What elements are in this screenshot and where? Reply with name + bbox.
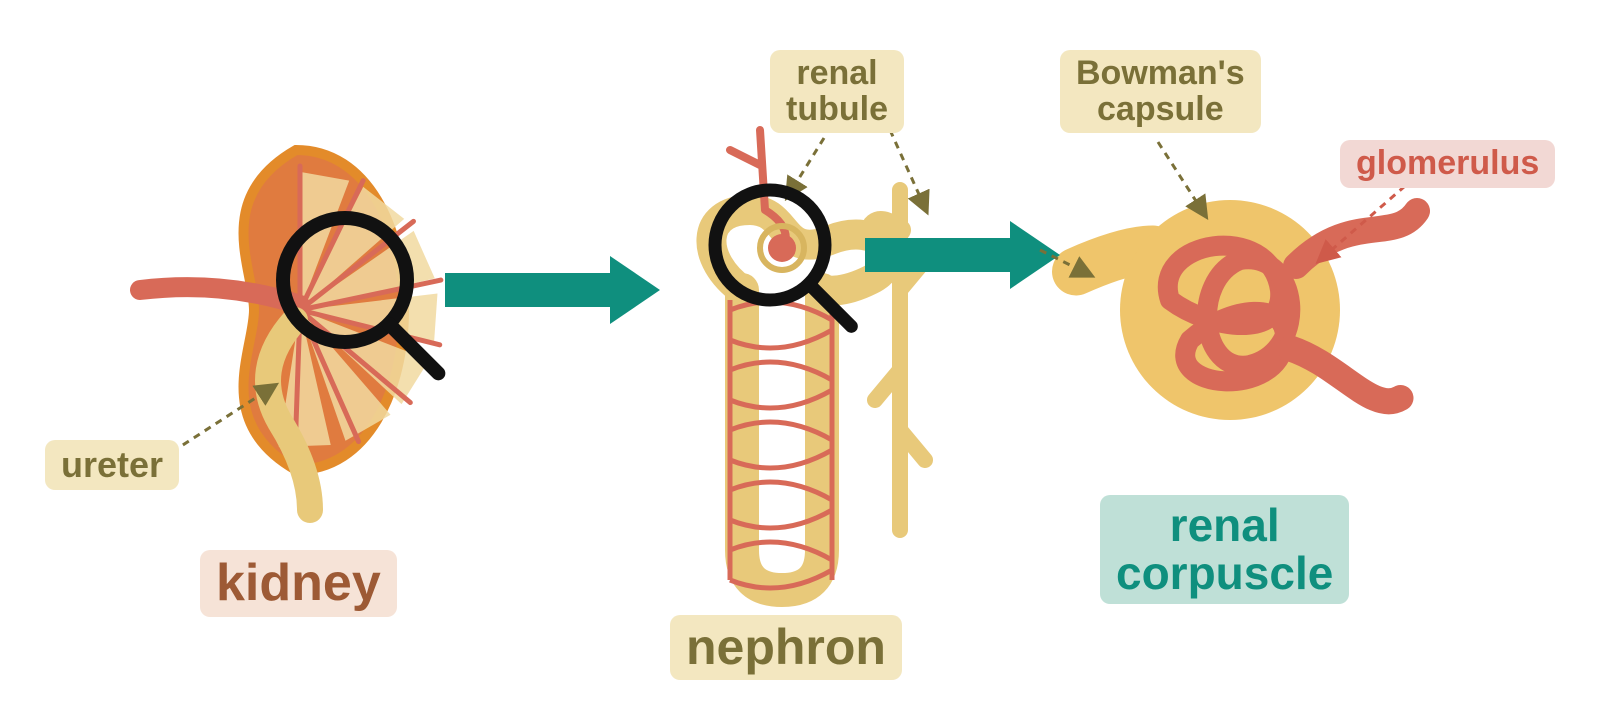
label-kidney: kidney <box>200 550 397 617</box>
renal-corpuscle-illustration <box>1076 200 1417 420</box>
label-ureter: ureter <box>45 440 179 490</box>
label-renal-tubule: renal tubule <box>770 50 904 133</box>
label-bowmans-capsule: Bowman's capsule <box>1060 50 1261 133</box>
diagram-stage: ureter kidney renal tubule Bowman's caps… <box>0 0 1600 720</box>
label-renal-corpuscle: renal corpuscle <box>1100 495 1349 604</box>
label-nephron: nephron <box>670 615 902 680</box>
label-glomerulus: glomerulus <box>1340 140 1555 188</box>
